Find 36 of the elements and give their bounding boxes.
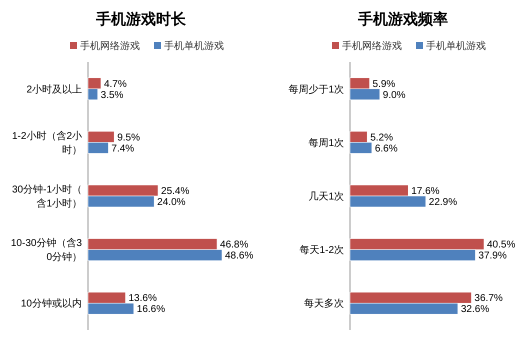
data-label: 6.6% bbox=[374, 143, 398, 154]
legend-label: 手机网络游戏 bbox=[80, 40, 140, 52]
legend-label: 手机单机游戏 bbox=[426, 40, 486, 52]
data-label: 9.0% bbox=[382, 90, 406, 101]
y-tick-label: 1-2小时（含2小时） bbox=[12, 130, 82, 156]
y-tick-label: 10分钟或以内 bbox=[20, 298, 82, 310]
data-label: 13.6% bbox=[128, 293, 157, 304]
data-label: 36.7% bbox=[474, 293, 503, 304]
y-tick-label: 10-30分钟（含30分钟） bbox=[10, 237, 82, 264]
y-tick-label: 每周少于1次 bbox=[288, 83, 344, 96]
legend-label: 手机网络游戏 bbox=[342, 40, 402, 52]
data-label: 25.4% bbox=[161, 186, 190, 197]
data-label: 40.5% bbox=[487, 240, 516, 251]
data-label: 4.7% bbox=[104, 78, 127, 90]
y-tick-label: 几天1次 bbox=[308, 192, 344, 202]
data-label: 22.9% bbox=[428, 197, 458, 208]
data-label: 24.0% bbox=[157, 197, 186, 208]
legend-label: 手机单机游戏 bbox=[164, 40, 224, 52]
y-tick-label: 2小时及以上 bbox=[26, 83, 82, 96]
data-label: 48.6% bbox=[225, 250, 254, 262]
data-label: 5.2% bbox=[370, 132, 394, 144]
chart-title: 手机游戏频率 bbox=[357, 10, 448, 28]
data-label: 5.9% bbox=[372, 78, 396, 90]
data-label: 32.6% bbox=[460, 304, 490, 316]
y-tick-label: 30分钟-1小时（含1小时） bbox=[12, 184, 82, 210]
data-label: 9.5% bbox=[117, 132, 140, 144]
data-label: 7.4% bbox=[111, 143, 134, 154]
y-tick-label: 每天1-2次 bbox=[300, 244, 344, 256]
y-tick-label: 每天多次 bbox=[304, 298, 344, 310]
data-label: 46.8% bbox=[220, 240, 248, 251]
data-label: 16.6% bbox=[136, 304, 166, 316]
data-label: 17.6% bbox=[411, 186, 440, 197]
y-tick-label: 每周1次 bbox=[308, 136, 344, 149]
data-label: 37.9% bbox=[478, 250, 507, 262]
chart-title: 手机游戏时长 bbox=[95, 11, 187, 28]
data-label: 3.5% bbox=[100, 90, 124, 101]
